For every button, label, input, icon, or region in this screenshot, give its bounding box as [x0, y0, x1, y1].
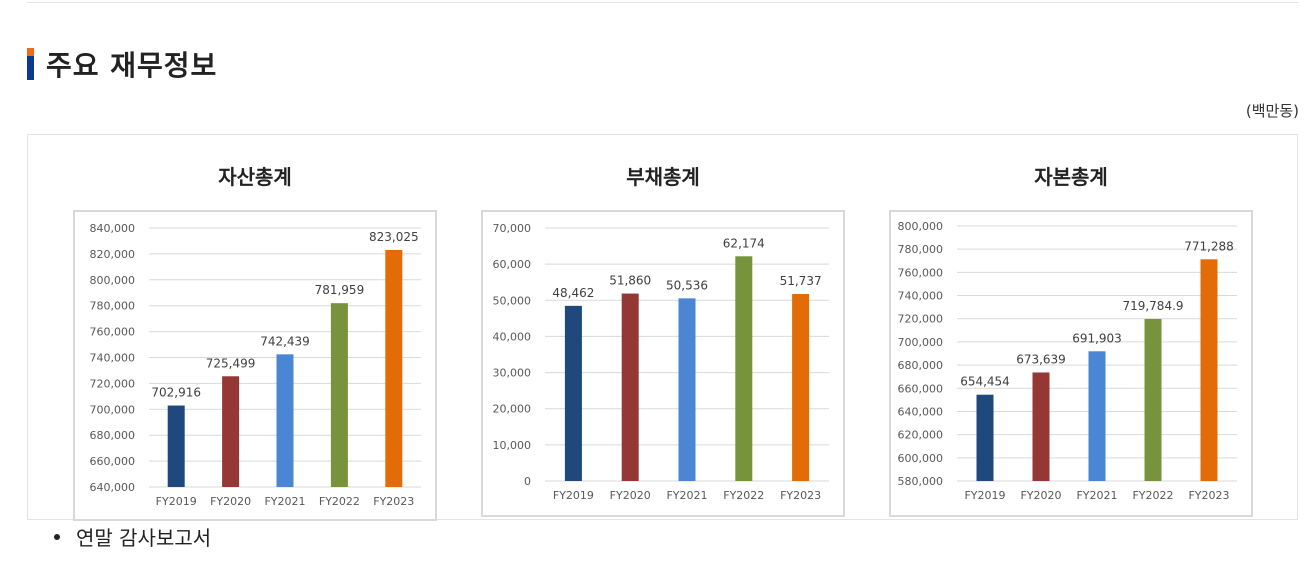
bar-fy2019 — [167, 405, 185, 487]
bar-fy2020 — [222, 376, 240, 487]
y-tick-label: 600,000 — [898, 452, 944, 465]
x-tick-label: FY2019 — [553, 489, 594, 502]
y-tick-label: 720,000 — [90, 377, 136, 390]
data-label: 50,536 — [666, 278, 708, 292]
data-label: 823,025 — [369, 230, 419, 244]
x-tick-label: FY2022 — [723, 489, 764, 502]
top-divider — [27, 2, 1299, 3]
y-tick-label: 30,000 — [493, 367, 532, 380]
y-tick-label: 760,000 — [90, 326, 136, 339]
data-label: 48,462 — [552, 286, 594, 300]
x-tick-label: FY2020 — [610, 489, 651, 502]
bar-fy2022 — [330, 303, 348, 487]
x-tick-label: FY2021 — [1076, 489, 1117, 502]
y-tick-label: 740,000 — [90, 352, 136, 365]
y-tick-label: 660,000 — [898, 382, 944, 395]
y-tick-label: 720,000 — [898, 313, 944, 326]
data-label: 725,499 — [206, 356, 256, 370]
x-tick-label: FY2021 — [264, 495, 305, 508]
y-tick-label: 640,000 — [90, 481, 136, 494]
x-tick-label: FY2020 — [210, 495, 251, 508]
chart-title-assets: 자산총계 — [218, 165, 292, 189]
x-tick-label: FY2019 — [156, 495, 197, 508]
data-label: 62,174 — [723, 236, 765, 250]
data-label: 719,784.9 — [1122, 299, 1183, 313]
unit-label: (백만동) — [1245, 102, 1299, 120]
y-tick-label: 580,000 — [898, 475, 944, 488]
bar-fy2019 — [976, 394, 994, 481]
y-tick-label: 780,000 — [90, 300, 136, 313]
y-tick-label: 820,000 — [90, 248, 136, 261]
chart-title-liabilities: 부채총계 — [626, 165, 700, 189]
data-label: 51,860 — [609, 274, 651, 288]
y-tick-label: 760,000 — [898, 266, 944, 279]
chart-title-equity: 자본총계 — [1034, 165, 1108, 189]
list-item-audit-report[interactable]: 연말 감사보고서 — [54, 522, 211, 551]
chart-liabilities-svg: 0 10,000 20,000 30,000 40,000 50,000 60,000 70,… — [493, 222, 829, 502]
bullet-icon — [54, 533, 60, 540]
x-tick-label: FY2023 — [373, 495, 414, 508]
x-tick-label: FY2022 — [319, 495, 360, 508]
x-tick-label: FY2023 — [780, 489, 821, 502]
y-tick-label: 840,000 — [90, 222, 136, 235]
data-label: 771,288 — [1184, 239, 1234, 253]
y-tick-label: 780,000 — [898, 243, 944, 256]
title-marker-icon — [27, 48, 34, 80]
y-tick-label: 0 — [524, 475, 531, 488]
chart-liabilities: 0 10,000 20,000 30,000 40,000 50,000 60,000 70,… — [481, 210, 845, 517]
bar-fy2021 — [678, 298, 696, 481]
y-tick-label: 60,000 — [493, 258, 532, 271]
chart-equity-svg: 580,000 600,000 620,000 640,000 660,000 680,0… — [898, 220, 1237, 502]
y-tick-label: 800,000 — [898, 220, 944, 233]
chart-equity: 580,000 600,000 620,000 640,000 660,000 680,0… — [889, 210, 1253, 517]
chart-assets: 640,000 660,000 680,000 700,000 720,000 740,0… — [73, 210, 437, 521]
y-tick-label: 50,000 — [493, 294, 532, 307]
data-label: 691,903 — [1072, 331, 1122, 345]
data-label: 654,454 — [960, 375, 1010, 389]
section-header: 주요 재무정보 — [27, 44, 217, 84]
data-label: 673,639 — [1016, 352, 1066, 366]
audit-report-link[interactable]: 연말 감사보고서 — [76, 526, 212, 550]
bar-fy2023 — [1200, 259, 1218, 481]
chart-assets-svg: 640,000 660,000 680,000 700,000 720,000 740,0… — [90, 222, 421, 508]
page-title: 주요 재무정보 — [46, 49, 218, 82]
y-tick-label: 640,000 — [898, 405, 944, 418]
bar-fy2021 — [276, 354, 294, 487]
bar-fy2020 — [1032, 372, 1050, 481]
y-tick-label: 740,000 — [898, 290, 944, 303]
x-tick-label: FY2023 — [1188, 489, 1229, 502]
y-tick-label: 70,000 — [493, 222, 532, 235]
y-tick-label: 700,000 — [90, 403, 136, 416]
y-tick-label: 620,000 — [898, 429, 944, 442]
y-tick-label: 680,000 — [898, 359, 944, 372]
x-tick-label: FY2019 — [964, 489, 1005, 502]
data-label: 51,737 — [780, 274, 822, 288]
data-label: 742,439 — [260, 334, 310, 348]
data-label: 781,959 — [315, 283, 365, 297]
y-tick-label: 10,000 — [493, 439, 532, 452]
y-tick-label: 800,000 — [90, 274, 136, 287]
y-tick-label: 680,000 — [90, 429, 136, 442]
bar-fy2019 — [564, 305, 582, 481]
charts-panel: 자산총계 640,000 660,000 680,000 700,000 720,000… — [27, 134, 1298, 521]
bar-fy2022 — [1144, 318, 1162, 481]
y-tick-label: 660,000 — [90, 455, 136, 468]
bar-fy2023 — [792, 294, 810, 481]
x-tick-label: FY2022 — [1132, 489, 1173, 502]
x-tick-label: FY2021 — [666, 489, 707, 502]
bar-fy2021 — [1088, 351, 1106, 481]
bar-fy2022 — [735, 256, 753, 481]
bar-fy2020 — [621, 293, 639, 481]
bar-fy2023 — [385, 249, 403, 487]
data-label: 702,916 — [151, 386, 201, 400]
y-tick-label: 20,000 — [493, 403, 532, 416]
y-tick-label: 700,000 — [898, 336, 944, 349]
x-tick-label: FY2020 — [1020, 489, 1061, 502]
y-tick-label: 40,000 — [493, 330, 532, 343]
